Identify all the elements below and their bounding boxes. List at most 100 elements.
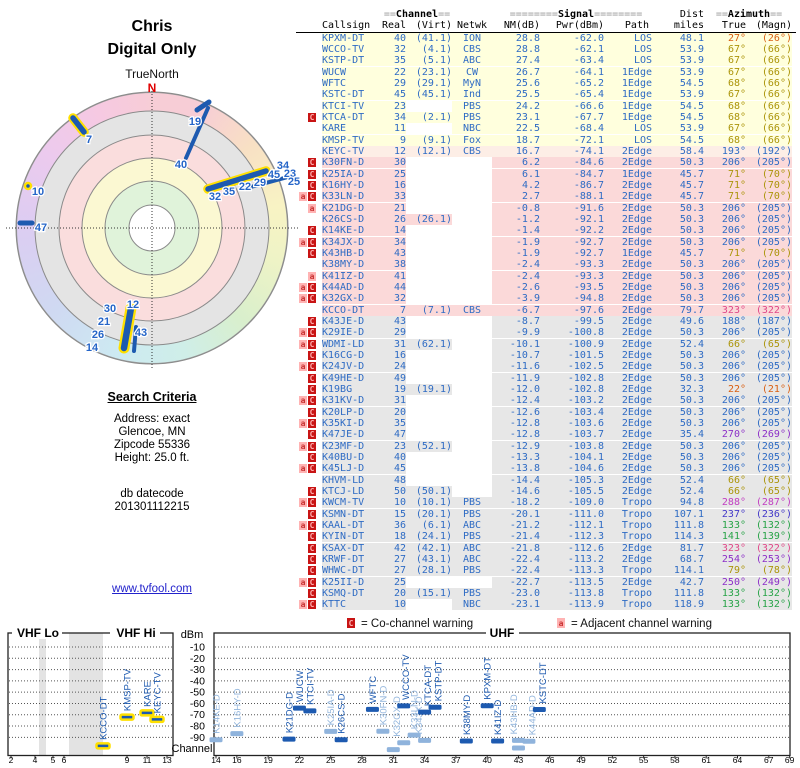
signal-bar xyxy=(365,706,379,712)
co-channel-warning-icon: C xyxy=(308,543,316,553)
cell-virt: (28.1) xyxy=(406,565,452,577)
cell-nm: 23.1 xyxy=(492,112,548,124)
vhf-lo-label: VHF Lo xyxy=(17,626,59,640)
cell-pwr: -68.4 xyxy=(548,123,610,135)
x-tick-label: 37 xyxy=(451,755,461,765)
cell-call: KRWF-DT xyxy=(322,553,382,565)
cell-path: 2Edge xyxy=(610,429,660,441)
search-criteria-lines: Address: exact Glencoe, MN Zipcode 55336 He… xyxy=(0,413,304,465)
cell-nm: -1.9 xyxy=(492,248,548,260)
cell-magn: (205°) xyxy=(746,157,792,169)
cell-magn: (205°) xyxy=(746,417,792,429)
cell-path: 2Edge xyxy=(610,417,660,429)
adjacent-channel-warning-icon: a xyxy=(299,339,307,349)
co-channel-warning-icon: C xyxy=(308,566,316,576)
station-label: KTCI-TV xyxy=(305,667,316,705)
vhf-chart-box xyxy=(7,632,174,757)
cell-true: 27° xyxy=(706,32,746,44)
cell-net: CW xyxy=(452,66,492,78)
cell-pwr: -105.3 xyxy=(548,474,610,486)
cell-true: 288° xyxy=(706,497,746,509)
x-tick-label: 67 xyxy=(764,755,774,765)
station-label: K33LN-D xyxy=(410,690,421,729)
co-channel-warning-icon: C xyxy=(308,384,316,394)
cell-path: 2Edge xyxy=(610,157,660,169)
cell-magn: (205°) xyxy=(746,327,792,339)
cell-net: ABC xyxy=(452,542,492,554)
cell-real: 33 xyxy=(382,191,406,203)
cell-call: KSTC-DT xyxy=(322,89,382,101)
cell-dist: 50.3 xyxy=(660,361,706,373)
cell-dist: 53.9 xyxy=(660,66,706,78)
adjacent-channel-warning-icon: a xyxy=(299,498,307,508)
tvfool-link[interactable]: www.tvfool.com xyxy=(112,583,192,595)
cell-magn: (66°) xyxy=(746,134,792,146)
co-channel-warning-icon: C xyxy=(308,554,316,564)
cell-pwr: -113.8 xyxy=(548,587,610,599)
cell-net: ABC xyxy=(452,553,492,565)
cell-net: PBS xyxy=(452,565,492,577)
cell-call: K41IZ-D xyxy=(322,270,382,282)
cell-path: 2Edge xyxy=(610,350,660,361)
cell-dist: 49.6 xyxy=(660,316,706,328)
signal-bar xyxy=(397,740,411,746)
cell-path: 2Edge xyxy=(610,361,660,373)
table-row: C KSAX-DT 42 (42.1) ABC -21.8 -112.6 2Edge 81.7 3… xyxy=(296,542,796,554)
col-virt: (Virt) xyxy=(415,20,452,32)
cell-magn: (21°) xyxy=(746,383,792,395)
db-datecode: db datecode 201301112215 xyxy=(0,488,304,514)
cell-magn: (322°) xyxy=(746,304,792,316)
station-label: KSTP-DT xyxy=(434,660,445,701)
table-row: KCCO-DT 7 (7.1) CBS -6.7 -97.6 2Edge 79.7 323° (3… xyxy=(296,304,796,316)
cell-nm: 18.7 xyxy=(492,134,548,146)
cell-call: K43HB-D xyxy=(322,248,382,260)
cell-dist: 54.5 xyxy=(660,100,706,112)
cell-true: 254° xyxy=(706,553,746,565)
signal-bar xyxy=(407,732,421,738)
warning-markers: a xyxy=(296,203,322,213)
cell-nm: -22.7 xyxy=(492,576,548,588)
cell-dist: 50.3 xyxy=(660,350,706,361)
cell-magn: (205°) xyxy=(746,225,792,237)
cell-dist: 114.1 xyxy=(660,565,706,577)
cell-pwr: -109.0 xyxy=(548,497,610,509)
radar-channel-label: 32 xyxy=(209,191,221,203)
cell-real: 43 xyxy=(382,248,406,260)
cell-call: K34JX-D xyxy=(322,236,382,248)
cell-real: 18 xyxy=(382,531,406,543)
cell-real: 45 xyxy=(382,89,406,101)
table-row: C K25IA-D 25 6.1 -84.7 1Edge 45.7 71° (70°) xyxy=(296,168,796,180)
co-channel-warning-icon: C xyxy=(308,418,316,428)
co-channel-warning-icon: C xyxy=(308,237,316,247)
cell-dist: 68.7 xyxy=(660,553,706,565)
cell-real: 25 xyxy=(382,576,406,588)
cell-pwr: -102.8 xyxy=(548,383,610,395)
cell-nm: -22.4 xyxy=(492,565,548,577)
cell-pwr: -88.1 xyxy=(548,191,610,203)
co-channel-warning-icon: C xyxy=(308,600,316,610)
db-datecode-value: 201301112215 xyxy=(114,501,190,513)
cell-path: 2Edge xyxy=(610,236,660,248)
cell-pwr: -103.2 xyxy=(548,395,610,407)
cell-nm: -2.4 xyxy=(492,270,548,282)
cell-net: ABC xyxy=(452,519,492,531)
cell-pwr: -103.6 xyxy=(548,417,610,429)
cell-real: 11 xyxy=(382,123,406,135)
table-row: WUCW 22 (23.1) CW 26.7 -64.1 1Edge 53.9 67° (66°) xyxy=(296,66,796,78)
warning-markers: C xyxy=(296,532,322,542)
adjacent-channel-warning-icon: a xyxy=(308,271,316,281)
cell-path: LOS xyxy=(610,44,660,56)
x-tick-label: 43 xyxy=(514,755,524,765)
svg-text:C: C xyxy=(349,619,354,628)
cell-true: 71° xyxy=(706,168,746,180)
cell-virt: (29.1) xyxy=(406,78,452,90)
cell-magn: (65°) xyxy=(746,338,792,350)
cell-dist: 50.3 xyxy=(660,270,706,282)
cell-magn: (66°) xyxy=(746,55,792,67)
cell-real: 29 xyxy=(382,327,406,339)
cell-real: 16 xyxy=(382,180,406,192)
co-channel-warning-icon: C xyxy=(308,283,316,293)
